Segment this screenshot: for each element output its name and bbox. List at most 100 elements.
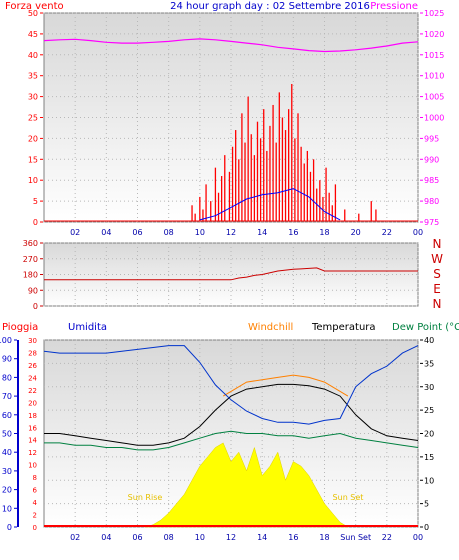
pressure-axis-tick-label: 985 — [424, 176, 439, 185]
humidity-axis-tick-label: 50 — [2, 430, 12, 439]
sunrise-label: Sun Rise — [128, 493, 163, 502]
rain-axis-tick-label: 18 — [28, 412, 37, 420]
dewpoint-label: Dew Point (°C — [392, 322, 459, 333]
graph-title: 24 hour graph day : 02 Settembre 2016 — [170, 1, 370, 12]
panel1-x-tick-label: 06 — [132, 228, 142, 237]
panel1-x-tick-label: 00 — [413, 228, 423, 237]
wind-axis-tick-label: 20 — [28, 134, 38, 143]
rain-axis-tick-label: 8 — [33, 474, 37, 482]
rain-axis-tick-label: 12 — [28, 449, 37, 457]
panel3-x-tick-label: 00 — [413, 533, 423, 542]
temperature-line — [44, 383, 419, 446]
humidity-axis-tick-label: 0 — [7, 523, 12, 532]
rain-axis-label: Pioggia — [2, 322, 38, 333]
wind-axis-tick-label: 0 — [33, 218, 38, 227]
pressure-axis-tick-label: 975 — [424, 218, 439, 227]
rain-axis-tick-label: 14 — [28, 437, 37, 445]
direction-letter: N — [433, 297, 442, 311]
direction-letter: E — [433, 282, 441, 296]
humidity-axis-tick-label: 70 — [2, 392, 12, 401]
panel3-x-tick-label: 22 — [382, 533, 392, 542]
wind-axis-tick-label: 10 — [28, 176, 38, 185]
wind-axis-tick-label: 5 — [33, 197, 38, 206]
rain-axis-tick-label: 0 — [33, 524, 37, 532]
wind-axis-tick-label: 15 — [28, 155, 38, 164]
rain-axis-tick-label: 28 — [28, 349, 37, 357]
panel3-x-tick-label: 06 — [132, 533, 142, 542]
wind-axis-tick-label: 30 — [28, 93, 38, 102]
pressure-axis-tick-label: 1025 — [424, 9, 444, 18]
temperature-axis-tick-label: 5 — [424, 500, 429, 509]
panel1-x-tick-label: 12 — [226, 228, 236, 237]
rain-axis-tick-label: 16 — [28, 424, 37, 432]
wind-axis-tick-label: 25 — [28, 114, 38, 123]
windchill-line — [222, 374, 349, 397]
panel1-x-tick-label: 18 — [319, 228, 329, 237]
panel1-x-tick-label: 02 — [70, 228, 80, 237]
temperature-axis-tick-label: 20 — [424, 430, 434, 439]
direction-letter: N — [433, 237, 442, 251]
wind-axis-label: Forza vento — [5, 1, 64, 12]
wind-axis-tick-label: 40 — [28, 51, 38, 60]
panel3-x-tick-label: 02 — [70, 533, 80, 542]
wind-axis-tick-label: 45 — [28, 30, 38, 39]
humidity-axis-tick-label: 30 — [2, 467, 12, 476]
pressure-axis-tick-label: 1000 — [424, 114, 444, 123]
direction-letter: W — [431, 252, 443, 266]
direction-axis-tick-label: 270 — [23, 255, 38, 264]
rain-axis-tick-label: 24 — [28, 374, 37, 382]
humidity-axis-tick-label: 10 — [2, 504, 12, 513]
panel3-x-tick-label: 16 — [288, 533, 298, 542]
temperature-axis-tick-label: 40 — [424, 336, 434, 345]
wind-direction-line — [44, 267, 418, 281]
rain-axis-tick-label: 4 — [33, 499, 38, 507]
humidity-axis-tick-label: 20 — [2, 486, 12, 495]
pressure-axis-tick-label: 1010 — [424, 72, 444, 81]
panel1-x-tick-label: 10 — [195, 228, 205, 237]
windchill-label: Windchill — [248, 322, 293, 333]
rain-axis-tick-label: 30 — [28, 337, 37, 345]
rain-axis-tick-label: 6 — [33, 487, 38, 495]
temperature-axis-tick-label: 10 — [424, 476, 434, 485]
panel1-x-tick-label: 22 — [382, 228, 392, 237]
humidity-axis-tick-label: 80 — [2, 373, 12, 382]
rain-axis-tick-label: 22 — [28, 387, 37, 395]
humidity-axis-tick-label: 100 — [0, 336, 12, 345]
rain-axis-tick-label: 2 — [33, 512, 37, 520]
panel1-x-tick-label: 16 — [288, 228, 298, 237]
direction-axis-tick-label: 90 — [28, 286, 38, 295]
pressure-axis-tick-label: 990 — [424, 155, 439, 164]
panel1-x-tick-label: 08 — [164, 228, 174, 237]
humidity-axis-tick-label: 60 — [2, 411, 12, 420]
pressure-axis-tick-label: 1020 — [424, 30, 444, 39]
sunset-label: Sun Set — [333, 493, 364, 502]
humidity-line — [43, 345, 419, 425]
panel1-x-tick-label: 14 — [257, 228, 267, 237]
temperature-axis-tick-label: 25 — [424, 406, 434, 415]
direction-axis-tick-label: 180 — [23, 271, 38, 280]
temperature-axis-tick-label: 0 — [424, 523, 429, 532]
temperature-label: Temperatura — [311, 322, 376, 333]
panel1-x-tick-label: 20 — [351, 228, 361, 237]
direction-axis-tick-label: 0 — [33, 302, 38, 311]
humidity-axis-tick-label: 40 — [2, 448, 12, 457]
pressure-axis-tick-label: 980 — [424, 197, 439, 206]
humidity-axis-tick-label: 90 — [2, 355, 12, 364]
panel3-x-tick-label: 14 — [257, 533, 267, 542]
humidity-axis-label: Umidita — [68, 322, 107, 333]
panel3-x-tick-label: Sun Set — [340, 533, 371, 542]
pressure-axis-tick-label: 1005 — [424, 93, 444, 102]
direction-letter: S — [433, 267, 441, 281]
pressure-axis-label: Pressione — [370, 1, 418, 12]
panel3-x-tick-label: 12 — [226, 533, 236, 542]
pressure-axis-tick-label: 995 — [424, 134, 439, 143]
rain-axis-tick-label: 26 — [28, 362, 37, 370]
direction-axis-tick-label: 360 — [23, 239, 38, 248]
panel3-x-tick-label: 18 — [319, 533, 329, 542]
rain-axis-tick-label: 20 — [28, 399, 37, 407]
panel3-x-tick-label: 10 — [195, 533, 205, 542]
rain-axis-tick-label: 10 — [28, 462, 37, 470]
temperature-axis-tick-label: 30 — [424, 383, 434, 392]
